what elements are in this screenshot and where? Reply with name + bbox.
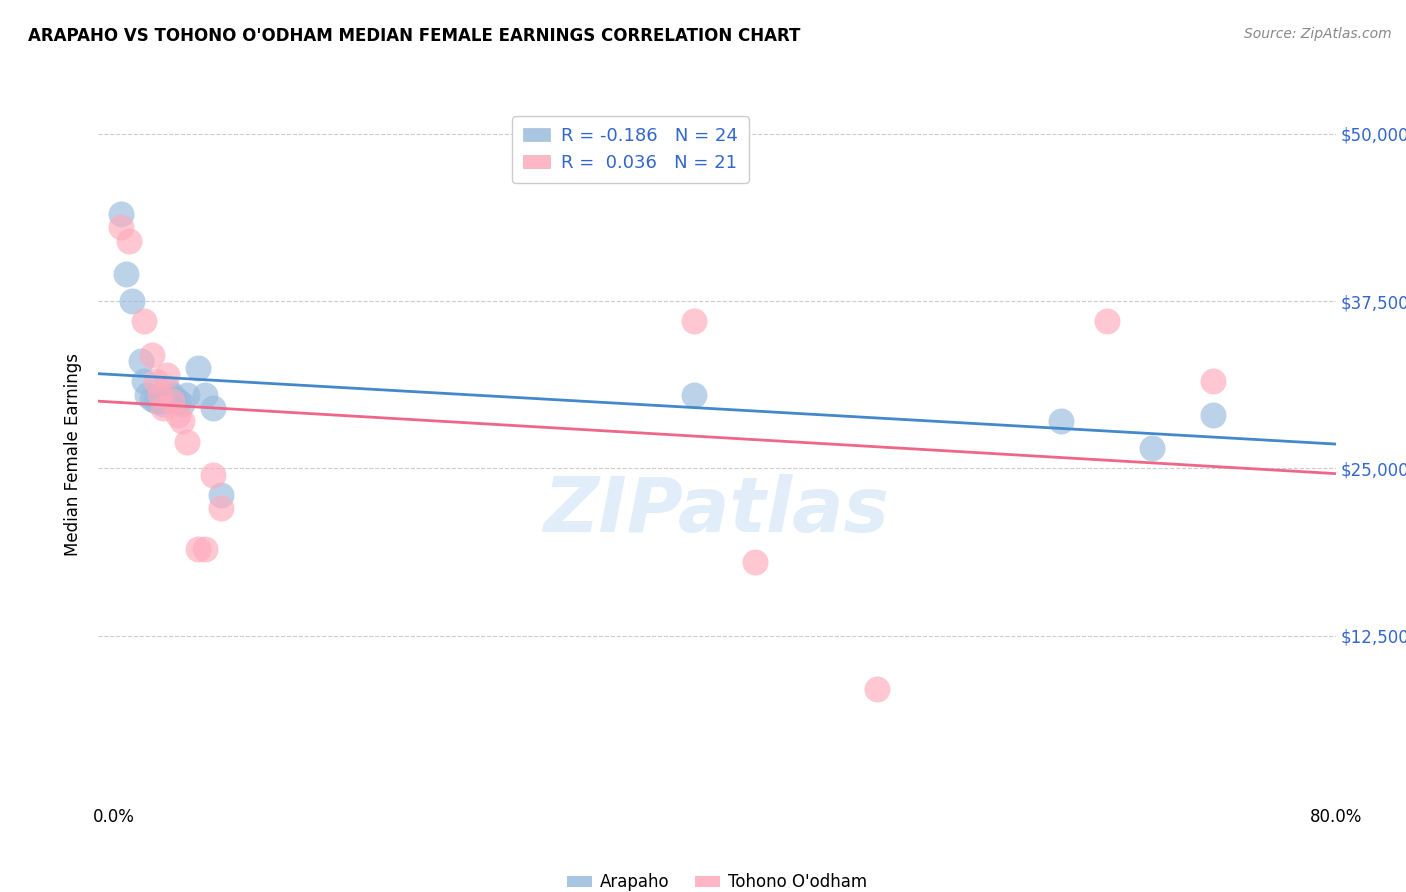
Point: [110, 220, 132, 235]
Point: [152, 401, 174, 416]
Point: [1095, 314, 1118, 328]
Point: [683, 387, 706, 401]
Text: Source: ZipAtlas.com: Source: ZipAtlas.com: [1244, 27, 1392, 41]
Legend: Arapaho, Tohono O'odham: Arapaho, Tohono O'odham: [560, 867, 875, 892]
Y-axis label: Median Female Earnings: Median Female Earnings: [65, 353, 83, 557]
Point: [145, 394, 167, 409]
Point: [156, 368, 179, 382]
Point: [129, 354, 152, 368]
Point: [201, 401, 224, 416]
Point: [176, 434, 198, 449]
Point: [121, 293, 143, 308]
Point: [152, 397, 174, 411]
Point: [172, 414, 194, 429]
Point: [1049, 414, 1071, 429]
Point: [194, 387, 217, 401]
Point: [744, 555, 766, 569]
Point: [136, 387, 159, 401]
Point: [148, 394, 170, 409]
Point: [176, 387, 198, 401]
Point: [201, 467, 224, 482]
Point: [115, 268, 138, 282]
Text: ARAPAHO VS TOHONO O'ODHAM MEDIAN FEMALE EARNINGS CORRELATION CHART: ARAPAHO VS TOHONO O'ODHAM MEDIAN FEMALE …: [28, 27, 800, 45]
Point: [134, 314, 156, 328]
Text: ZIPatlas: ZIPatlas: [544, 474, 890, 548]
Point: [110, 207, 132, 221]
Point: [166, 408, 188, 422]
Point: [156, 381, 179, 395]
Point: [148, 387, 170, 401]
Point: [1142, 442, 1164, 455]
Point: [163, 392, 186, 406]
Point: [166, 394, 188, 409]
Point: [683, 314, 706, 328]
Point: [866, 681, 889, 696]
Point: [187, 361, 209, 376]
Point: [187, 541, 209, 556]
Point: [1202, 375, 1225, 389]
Point: [194, 541, 217, 556]
Point: [209, 488, 232, 502]
Point: [209, 501, 232, 516]
Point: [160, 387, 183, 401]
Point: [141, 392, 163, 406]
Point: [145, 375, 167, 389]
Point: [1202, 408, 1225, 422]
Point: [141, 348, 163, 362]
Point: [134, 375, 156, 389]
Point: [118, 234, 141, 248]
Point: [172, 397, 194, 411]
Point: [160, 394, 183, 409]
